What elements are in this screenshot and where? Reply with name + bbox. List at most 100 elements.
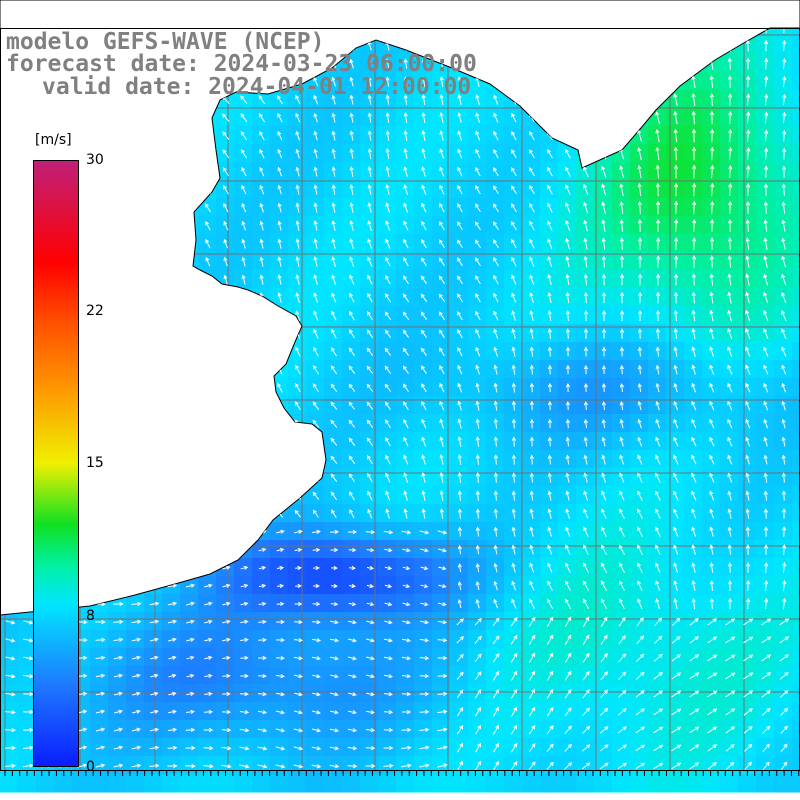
field-cell	[360, 648, 379, 667]
wind-arrow	[511, 580, 517, 591]
field-cell	[432, 540, 451, 559]
wind-arrow	[438, 602, 447, 607]
wind-arrow	[492, 688, 500, 699]
wind-arrow	[745, 472, 750, 483]
wind-arrow	[349, 220, 354, 231]
wind-arrow	[258, 637, 267, 643]
field-cell	[468, 504, 487, 523]
wind-arrow	[782, 544, 787, 555]
field-cell	[378, 54, 397, 73]
wind-arrow	[763, 436, 768, 447]
wind-arrow	[779, 636, 790, 644]
wind-arrow	[529, 292, 534, 303]
field-cell	[720, 684, 739, 703]
field-cell	[702, 576, 721, 595]
wind-arrow	[457, 329, 463, 339]
wind-arrow	[492, 221, 499, 231]
field-cell	[234, 738, 253, 757]
field-cell	[0, 648, 19, 667]
field-cell	[702, 216, 721, 235]
field-cell	[468, 738, 487, 757]
field-cell	[486, 504, 505, 523]
wind-arrow	[581, 762, 591, 770]
wind-arrow	[601, 544, 607, 555]
field-cell	[720, 774, 739, 793]
wind-arrow	[745, 364, 751, 375]
wind-arrow	[419, 709, 430, 715]
wind-arrow	[493, 598, 499, 609]
field-cell	[180, 720, 199, 739]
wind-arrow	[240, 131, 248, 141]
wind-arrow	[295, 583, 302, 589]
field-cell	[360, 144, 379, 163]
wind-arrow	[439, 94, 444, 105]
wind-arrow	[511, 310, 516, 321]
wind-arrow	[781, 472, 786, 483]
wind-arrow	[313, 76, 319, 87]
wind-arrow	[240, 673, 249, 679]
field-cell	[0, 666, 19, 685]
wind-arrow	[330, 601, 339, 607]
wind-arrow	[349, 94, 354, 105]
field-cell	[252, 666, 271, 685]
field-cell	[414, 576, 433, 595]
wind-arrow	[763, 382, 769, 393]
wind-arrow	[437, 620, 448, 625]
wind-arrow	[619, 291, 625, 304]
field-cell	[468, 630, 487, 649]
wind-arrow	[439, 490, 444, 501]
field-cell	[468, 414, 487, 433]
wind-arrow	[257, 764, 268, 769]
wind-arrow	[547, 202, 553, 213]
field-cell	[324, 612, 343, 631]
field-cell	[666, 288, 685, 307]
wind-arrow	[707, 618, 718, 626]
wind-arrow	[583, 237, 588, 250]
field-cell	[648, 288, 667, 307]
wind-arrow	[331, 202, 336, 213]
field-cell	[648, 252, 667, 271]
field-cell	[720, 72, 739, 91]
wind-arrow	[689, 744, 700, 752]
wind-arrow	[349, 112, 354, 123]
wind-arrow	[457, 346, 463, 357]
wind-arrow	[349, 202, 354, 213]
wind-arrow	[349, 256, 355, 267]
field-cell	[774, 144, 793, 163]
field-cell	[720, 486, 739, 505]
field-cell	[252, 648, 271, 667]
field-cell	[126, 702, 145, 721]
field-cell	[738, 630, 757, 649]
field-cell	[576, 324, 595, 343]
field-cell	[486, 738, 505, 757]
field-cell	[504, 702, 523, 721]
field-cell	[414, 648, 433, 667]
wind-arrow	[671, 726, 682, 734]
wind-arrow	[565, 382, 571, 393]
field-cell	[684, 162, 703, 181]
wind-arrow	[277, 382, 283, 393]
wind-arrow	[782, 75, 787, 88]
wind-arrow	[655, 218, 661, 233]
field-cell	[306, 270, 325, 289]
wind-arrow	[673, 436, 679, 447]
field-cell	[342, 540, 361, 559]
field-cell	[612, 216, 631, 235]
wind-arrow	[312, 419, 320, 428]
wind-arrow	[619, 454, 625, 465]
field-cell	[378, 612, 397, 631]
wind-arrow	[746, 165, 751, 178]
wind-arrow	[277, 148, 283, 159]
wind-arrow	[493, 436, 498, 447]
field-cell	[324, 522, 343, 541]
wind-arrow	[223, 220, 229, 231]
field-cell	[108, 720, 127, 739]
wind-arrow	[349, 58, 354, 69]
wind-arrow	[763, 237, 768, 250]
wind-arrow	[493, 508, 498, 519]
field-cell	[738, 648, 757, 667]
field-cell	[306, 144, 325, 163]
field-cell	[162, 684, 181, 703]
field-cell	[756, 198, 775, 217]
wind-arrow	[294, 619, 303, 625]
